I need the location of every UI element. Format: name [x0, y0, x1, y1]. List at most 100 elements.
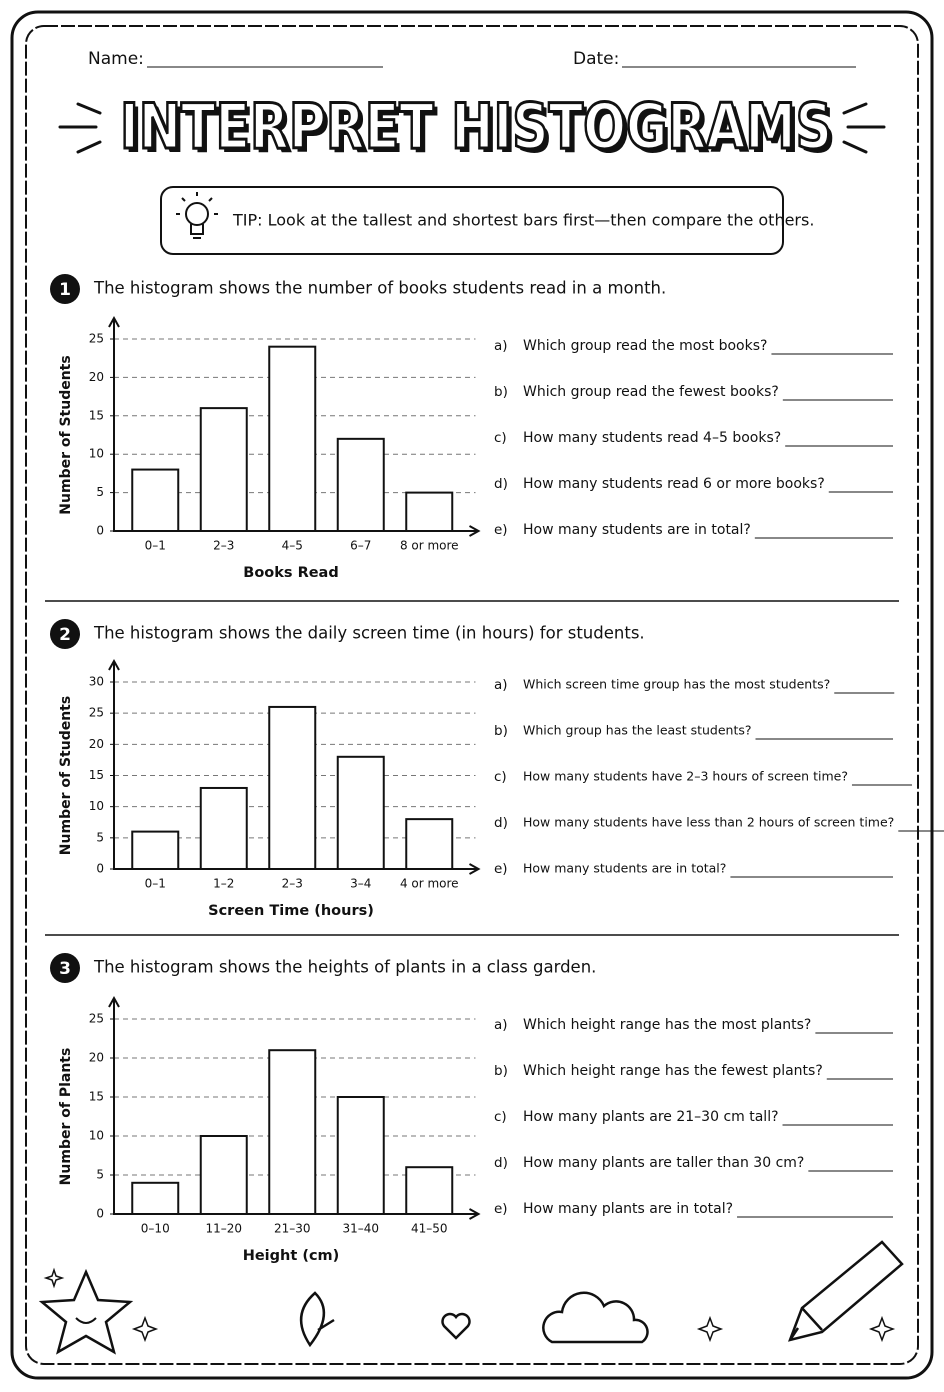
tip-text: TIP: Look at the tallest and shortest ba…: [232, 211, 814, 230]
bar: [405, 818, 454, 871]
question-text: How many plants are in total?: [523, 1201, 733, 1217]
problem-prompt: The histogram shows the daily screen tim…: [93, 624, 645, 643]
problem-prompt: The histogram shows the number of books …: [93, 279, 666, 298]
question-letter: d): [494, 476, 508, 492]
bar: [131, 830, 180, 870]
y-tick-label: 15: [89, 1090, 104, 1104]
y-tick-label: 0: [96, 862, 104, 876]
y-axis-label: Number of Students: [58, 696, 74, 855]
axes: [113, 319, 478, 532]
question-letter: c): [494, 1109, 507, 1125]
y-axis-label: Number of Students: [58, 355, 74, 514]
bar: [199, 1135, 248, 1215]
y-tick-label: 25: [89, 706, 104, 720]
x-tick-label: 0–1: [145, 539, 166, 553]
y-tick-label: 10: [89, 1129, 104, 1143]
question-text: Which height range has the most plants?: [523, 1017, 811, 1033]
question-text: Which screen time group has the most stu…: [523, 677, 830, 692]
bar: [131, 468, 180, 532]
y-tick-label: 25: [89, 332, 104, 346]
x-tick-label: 41–50: [411, 1222, 448, 1236]
inner-border: [25, 25, 919, 1365]
name-label: Name:: [88, 49, 144, 69]
y-tick-label: 5: [96, 830, 104, 844]
axis-arrow: [108, 658, 481, 875]
question-text: How many students read 6 or more books?: [523, 476, 825, 492]
bar: [131, 1181, 180, 1216]
x-tick-label: 11–20: [205, 1222, 242, 1236]
question-text: Which group has the least students?: [523, 723, 752, 738]
question-text: How many plants are taller than 30 cm?: [523, 1155, 804, 1171]
y-tick-label: 15: [89, 768, 104, 782]
x-tick-label: 31–40: [342, 1222, 379, 1236]
decorations: [38, 1240, 904, 1355]
y-tick-label: 30: [89, 675, 104, 689]
question-text: How many students are in total?: [523, 522, 751, 538]
question-letter: d): [494, 1155, 508, 1171]
x-axis-label: Screen Time (hours): [208, 903, 374, 919]
y-tick-label: 0: [96, 1207, 104, 1221]
y-tick-label: 5: [96, 485, 104, 499]
question-letter: e): [494, 1201, 508, 1217]
axis-arrow: [108, 315, 481, 537]
problem-prompt: The histogram shows the heights of plant…: [93, 958, 596, 977]
question-letter: e): [494, 861, 508, 877]
x-tick-label: 21–30: [274, 1222, 311, 1236]
x-tick-label: 0–1: [145, 877, 166, 891]
bar: [199, 786, 248, 871]
y-tick-label: 25: [89, 1012, 104, 1026]
bulb-icon: [176, 192, 218, 239]
x-tick-label: 2–3: [282, 877, 303, 891]
question-text: Which group read the fewest books?: [523, 384, 779, 400]
y-tick-label: 10: [89, 447, 104, 461]
question-letter: b): [494, 384, 508, 400]
y-tick-label: 20: [89, 1051, 104, 1065]
problem-badge: [50, 619, 80, 649]
question-text: How many students read 4–5 books?: [523, 430, 781, 446]
problem-badge: [50, 953, 80, 983]
question-text: How many students have 2–3 hours of scre…: [523, 769, 848, 784]
x-axis-label: Height (cm): [243, 1248, 340, 1264]
x-tick-label: 6–7: [350, 539, 371, 553]
x-tick-label: 4–5: [282, 539, 303, 553]
question-text: How many students are in total?: [523, 861, 726, 876]
question-letter: a): [494, 338, 508, 354]
outer-border: [10, 10, 934, 1380]
date-label: Date:: [573, 49, 619, 69]
bar: [268, 345, 317, 532]
question-letter: b): [494, 723, 508, 739]
y-tick-label: 15: [89, 408, 104, 422]
question-letter: b): [494, 1063, 508, 1079]
problem-number: 1: [59, 280, 71, 300]
x-tick-label: 1–2: [213, 877, 234, 891]
y-tick-label: 10: [89, 799, 104, 813]
bar: [336, 437, 385, 532]
bar: [405, 491, 454, 533]
x-axis-label: Books Read: [243, 565, 338, 581]
tip-box: [160, 186, 784, 255]
y-axis-label: Number of Plants: [58, 1048, 74, 1186]
bar: [199, 407, 248, 532]
y-tick-label: 0: [96, 524, 104, 538]
bar: [268, 1049, 317, 1215]
question-text: Which group read the most books?: [523, 338, 767, 354]
question-text: Which height range has the fewest plants…: [523, 1063, 823, 1079]
bar: [268, 705, 317, 871]
bar: [336, 1096, 385, 1215]
bar: [336, 755, 385, 870]
axes: [113, 999, 478, 1215]
question-letter: e): [494, 522, 508, 538]
axis-arrow: [108, 995, 481, 1220]
x-tick-label: 4 or more: [400, 877, 459, 891]
question-letter: c): [494, 769, 507, 785]
y-tick-label: 20: [89, 737, 104, 751]
title: INTERPRET HISTOGRAMS: [120, 90, 832, 163]
problem-number: 2: [59, 625, 71, 645]
question-letter: d): [494, 815, 508, 831]
y-tick-label: 5: [96, 1168, 104, 1182]
x-tick-label: 8 or more: [400, 539, 459, 553]
x-tick-label: 0–10: [141, 1222, 170, 1236]
x-tick-label: 2–3: [213, 539, 234, 553]
title-rays: [58, 102, 886, 154]
